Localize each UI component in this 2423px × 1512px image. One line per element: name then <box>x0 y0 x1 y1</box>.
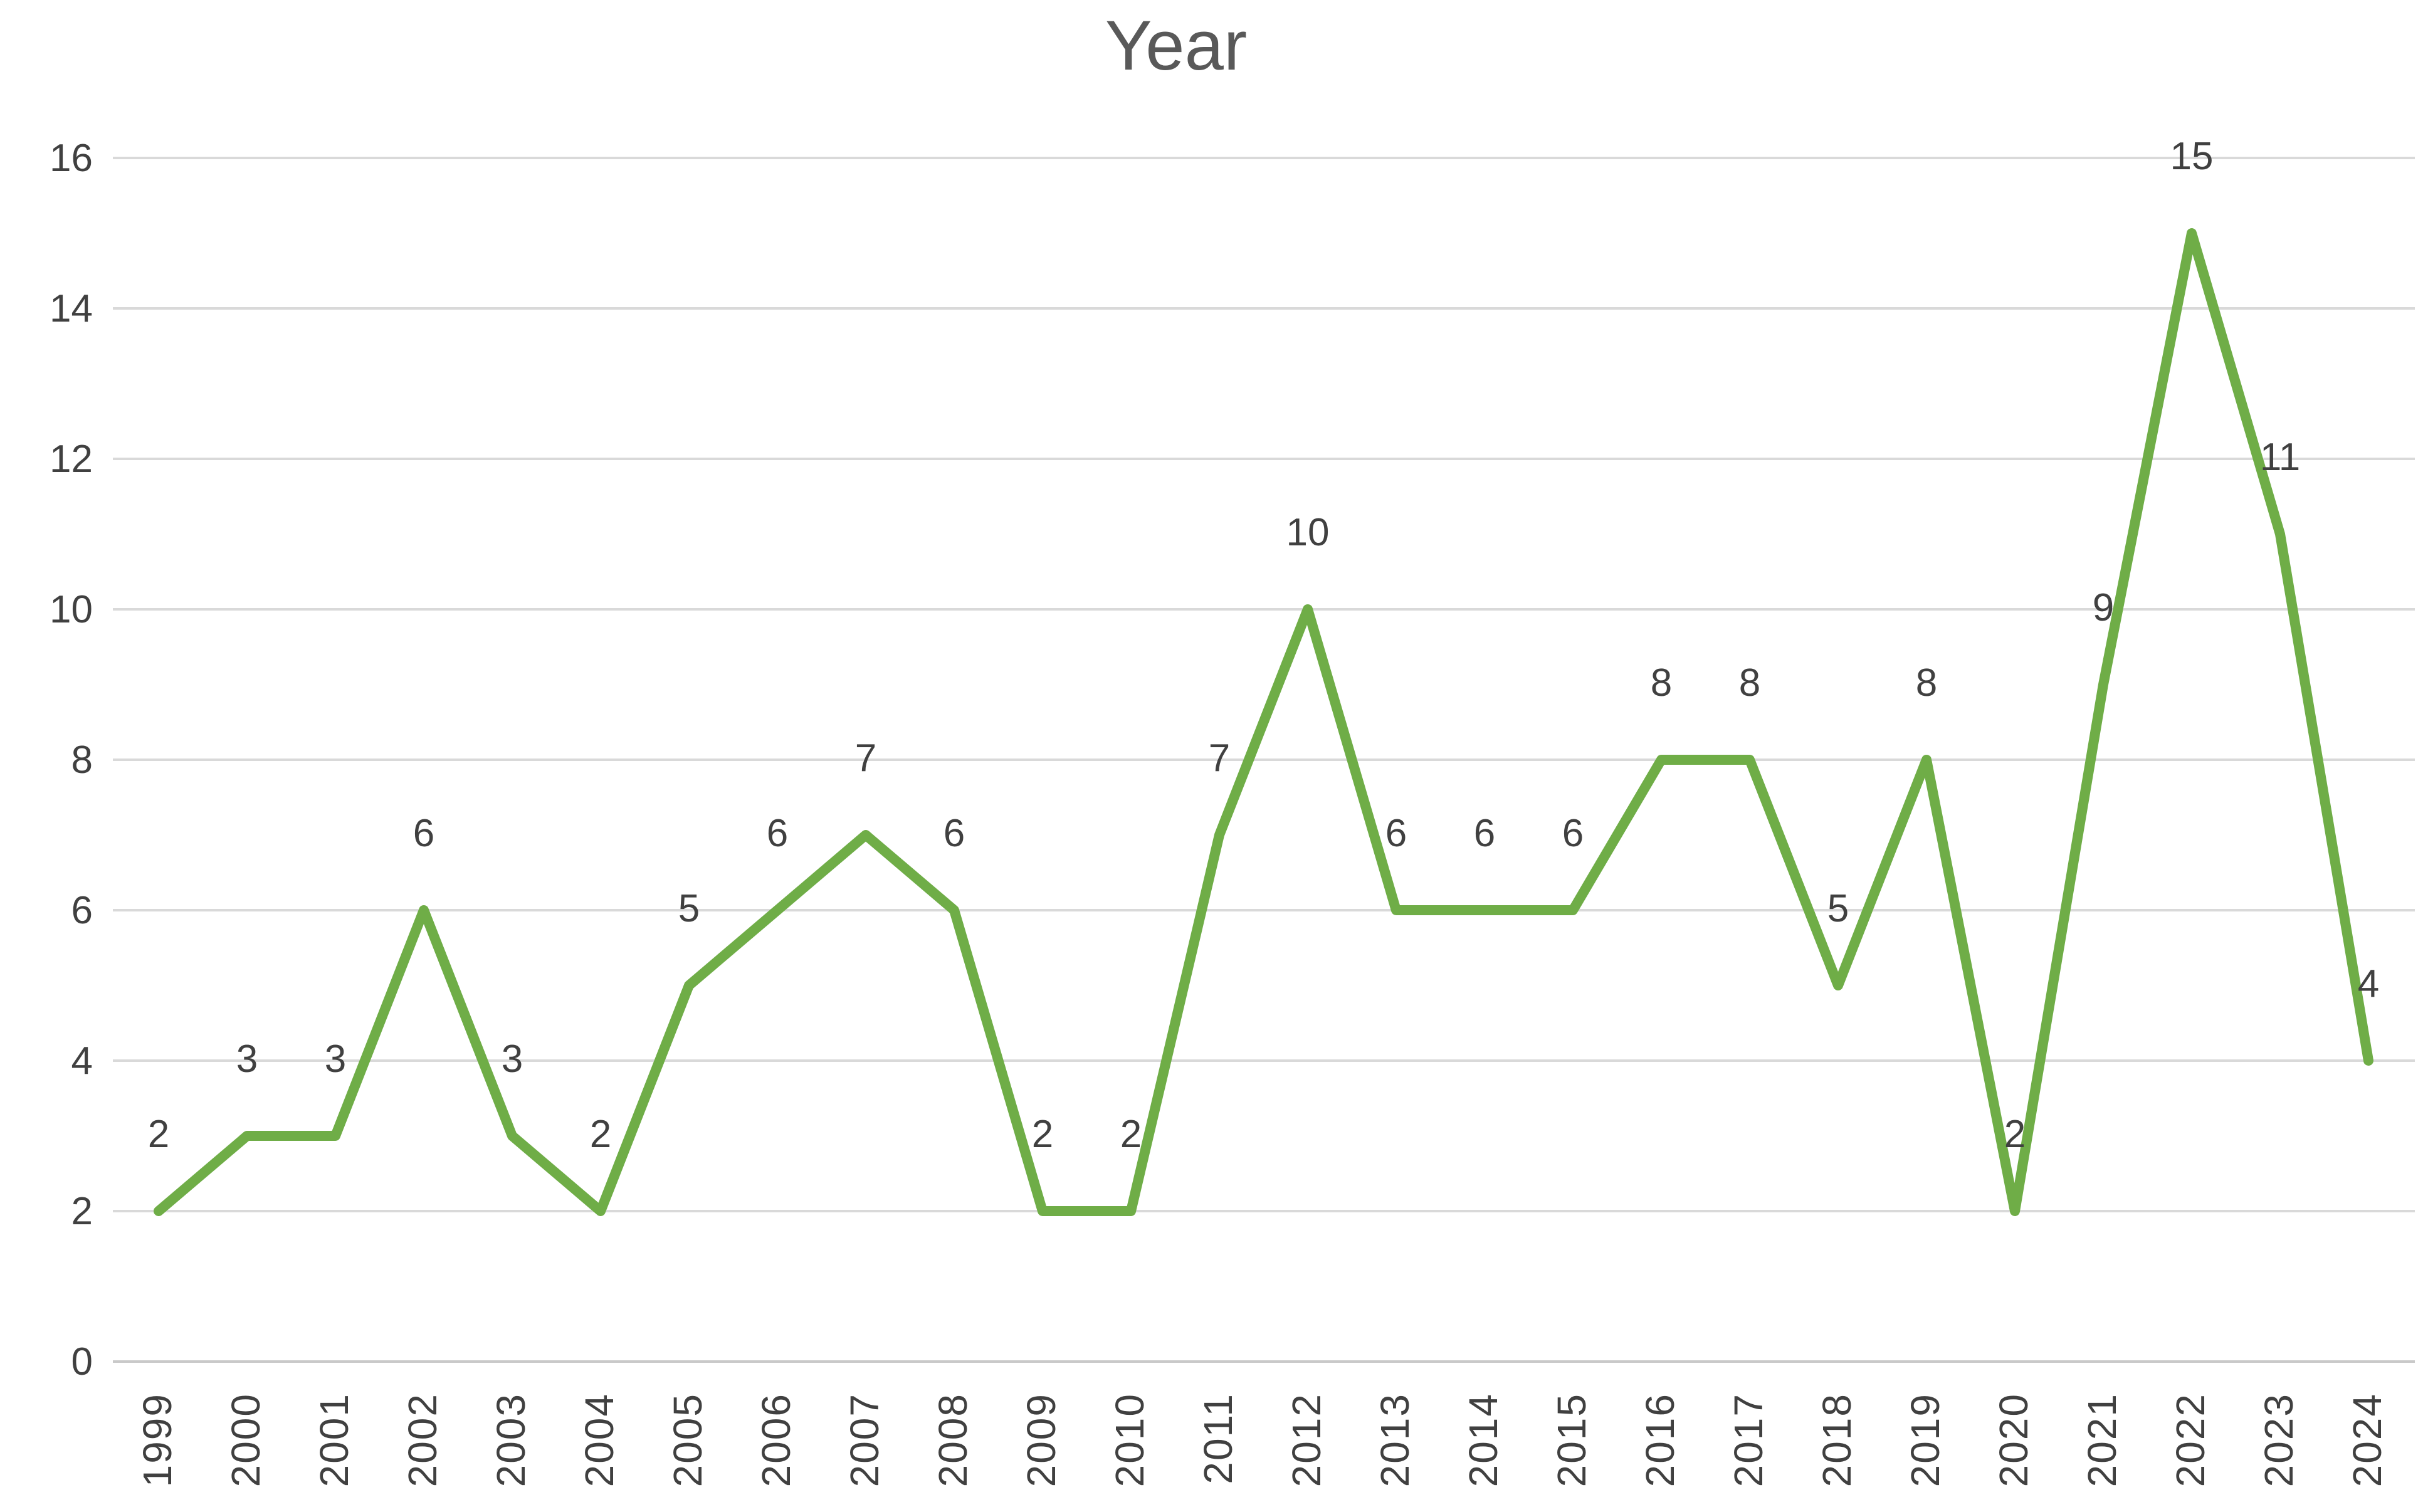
data-label: 8 <box>1739 661 1760 705</box>
data-label: 2 <box>2004 1113 2026 1156</box>
y-axis-tick-label: 14 <box>50 287 93 330</box>
y-axis-tick-label: 8 <box>71 738 93 782</box>
x-axis-tick-label: 2000 <box>223 1393 268 1487</box>
data-label: 9 <box>2093 586 2114 629</box>
x-axis-tick-label: 2023 <box>2256 1393 2301 1487</box>
data-label: 3 <box>502 1037 523 1081</box>
data-label: 6 <box>943 812 965 855</box>
data-label: 11 <box>2260 436 2300 479</box>
y-axis-tick-label: 6 <box>71 889 93 932</box>
data-label: 2 <box>590 1113 611 1156</box>
y-axis-tick-label: 10 <box>50 588 93 631</box>
x-axis-tick-label: 2020 <box>1991 1393 2036 1487</box>
x-axis-tick-label: 2011 <box>1196 1393 1241 1484</box>
data-label: 6 <box>1385 812 1407 855</box>
y-axis-tick-label: 0 <box>71 1340 93 1383</box>
x-axis-tick-label: 2012 <box>1284 1393 1329 1487</box>
data-label: 7 <box>855 737 876 780</box>
data-label: 7 <box>1209 737 1230 780</box>
chart-title: Year <box>1105 6 1248 85</box>
x-axis-tick-label: 2018 <box>1814 1393 1859 1487</box>
x-axis-tick-label: 2007 <box>842 1393 887 1487</box>
x-axis-tick-label: 2016 <box>1637 1393 1683 1487</box>
y-axis-tick-label: 2 <box>71 1190 93 1233</box>
data-label: 15 <box>2170 135 2214 178</box>
y-axis-tick-label: 12 <box>50 438 93 481</box>
data-label: 10 <box>1286 511 1330 554</box>
data-label: 4 <box>2358 962 2379 1005</box>
data-label: 8 <box>1651 661 1672 705</box>
x-axis-tick-label: 2006 <box>754 1393 799 1487</box>
x-axis-tick-label: 2021 <box>2079 1393 2125 1487</box>
x-axis-tick-label: 2014 <box>1461 1393 1506 1487</box>
x-axis-tick-label: 1999 <box>135 1393 180 1487</box>
x-axis-tick-label: 2003 <box>488 1393 533 1487</box>
data-label: 5 <box>678 887 700 930</box>
x-axis-tick-label: 2024 <box>2345 1393 2390 1487</box>
data-label: 6 <box>1474 812 1495 855</box>
x-axis-tick-label: 2010 <box>1107 1393 1152 1487</box>
y-axis-tick-label: 16 <box>50 137 93 180</box>
data-label: 5 <box>1827 887 1849 930</box>
x-axis-tick-label: 2004 <box>577 1393 622 1487</box>
data-label: 6 <box>413 812 434 855</box>
x-axis-tick-label: 2015 <box>1549 1393 1594 1487</box>
data-label: 6 <box>767 812 788 855</box>
series-line <box>154 228 2373 1216</box>
data-label: 2 <box>148 1113 169 1156</box>
data-label: 3 <box>325 1037 346 1081</box>
x-axis-tick-label: 2017 <box>1726 1393 1771 1487</box>
x-axis-tick-label: 2001 <box>312 1393 357 1487</box>
x-axis-tick-label: 2005 <box>665 1393 710 1487</box>
x-axis-tick-label: 2019 <box>1903 1393 1948 1487</box>
x-axis-tick-label: 2013 <box>1372 1393 1417 1487</box>
x-axis-tick-label: 2002 <box>400 1393 445 1487</box>
x-axis-tick-label: 2022 <box>2168 1393 2213 1487</box>
x-axis-tick-label: 2008 <box>930 1393 975 1487</box>
y-axis-tick-label: 4 <box>71 1039 93 1083</box>
data-label: 2 <box>1032 1113 1053 1156</box>
data-label: 6 <box>1562 812 1584 855</box>
x-axis-tick-label: 2009 <box>1019 1393 1064 1487</box>
data-label: 8 <box>1916 661 1937 705</box>
data-label: 3 <box>236 1037 258 1081</box>
data-label: 2 <box>1120 1113 1142 1156</box>
